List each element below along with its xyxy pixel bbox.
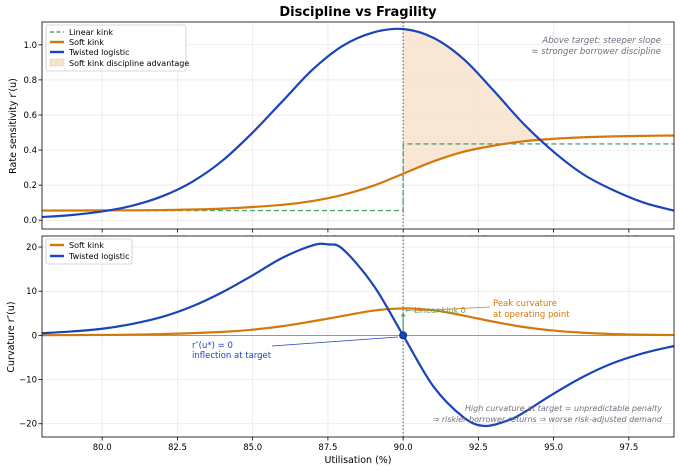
bottom-y-tick-label-10: −10 <box>19 376 37 386</box>
bottom-plot-frame <box>41 235 675 438</box>
bottom-x-tick-label-90: 90.0 <box>394 443 413 453</box>
bottom-x-tick-label-95: 95.0 <box>544 443 563 453</box>
bottom-y-tick-label-0: 0 <box>32 331 37 341</box>
top-y-tick-label-0-6: 0.6 <box>23 111 37 121</box>
bottom-series <box>41 242 675 428</box>
top-y-tick-label-0-4: 0.4 <box>23 146 37 156</box>
legend-bottom-soft-kink-label: Soft kink <box>69 241 104 250</box>
top-plot-frame <box>41 21 675 230</box>
top-series-linear-kink <box>42 143 674 212</box>
bottom-legend-box <box>45 238 133 265</box>
bottom-x-tick-label-80: 80.0 <box>93 443 112 453</box>
legend-linear-kink-label: Linear kink <box>69 28 113 37</box>
bottom-note-line-2: ⇒ riskier borrower returns ⇒ worse risk-… <box>432 415 662 424</box>
top-panel: 80.082.585.087.590.092.595.097.5 0.00.20… <box>8 21 675 245</box>
bottom-x-tick-label-87-5: 87.5 <box>318 443 337 453</box>
inflection-pointer <box>271 336 399 347</box>
bottom-x-tick-label-92-5: 92.5 <box>469 443 488 453</box>
top-y-tick-label-0: 0.0 <box>23 216 37 226</box>
legend-bottom-twisted-logistic-label: Twisted logistic <box>68 252 130 261</box>
legend-soft-kink-label: Soft kink <box>69 38 104 47</box>
top-grid <box>42 22 674 229</box>
bottom-y-ticks: −20 −10 0 10 20 <box>19 243 42 430</box>
top-annotation: Above target: steeper slope = stronger b… <box>531 36 661 57</box>
chart-title: Discipline vs Fragility <box>279 5 437 20</box>
bottom-x-tick-label-97-5: 97.5 <box>619 443 638 453</box>
bottom-y-tick-label-20: −20 <box>19 420 37 430</box>
inflection-point-marker <box>399 331 408 340</box>
bottom-note-line-1: High curvature at target = unpredictable… <box>465 404 662 413</box>
linear-kink-delta-annotation: ← Linear kink δ <box>405 306 466 315</box>
bottom-marks <box>399 312 408 340</box>
linear-kink-delta-arrowhead <box>400 312 406 317</box>
bottom-x-tick-label-85: 85.0 <box>243 443 262 453</box>
top-annotation-line-1: Above target: steeper slope <box>541 36 661 46</box>
top-y-tick-label-0-2: 0.2 <box>23 181 37 191</box>
bottom-panel: 80.0 82.5 85.0 87.5 90.0 92.5 95.0 97.5 −20 −10 0… <box>6 235 675 466</box>
bottom-x-tick-label-82-5: 82.5 <box>168 443 187 453</box>
top-y-ticks: 0.0 0.2 0.4 0.6 0.8 1.0 <box>23 41 42 226</box>
bottom-series-soft-kink <box>41 307 675 337</box>
bottom-y-axis-label: Curvature r″(u) <box>6 301 17 372</box>
x-axis-label: Utilisation (%) <box>324 455 391 466</box>
bottom-note: High curvature at target = unpredictable… <box>432 404 662 424</box>
legend-twisted-logistic-label: Twisted logistic <box>68 48 130 57</box>
top-legend: Linear kink Soft kink Twisted logistic S… <box>45 24 189 72</box>
bottom-legend: Soft kink Twisted logistic <box>45 238 133 265</box>
top-legend-box <box>45 24 187 72</box>
bottom-y-tick-label-20: 20 <box>26 243 37 253</box>
top-y-axis-label: Rate sensitivity r′(u) <box>8 78 19 174</box>
top-fill-region <box>403 29 674 174</box>
inflection-annotation-line-2: inflection at target <box>192 351 272 361</box>
peak-curvature-annotation-line-2: at operating point <box>493 310 570 320</box>
inflection-annotation-line-1: r″(u*) = 0 <box>192 341 233 351</box>
top-series-twisted-logistic <box>41 27 675 219</box>
discipline-advantage-fill <box>403 29 674 174</box>
top-y-tick-label-1: 1.0 <box>23 41 37 51</box>
top-series-soft-kink <box>41 134 675 212</box>
bottom-plot-area <box>42 236 674 437</box>
top-series <box>41 27 675 219</box>
peak-curvature-annotation-line-1: Peak curvature <box>493 299 557 309</box>
peak-curvature-pointer <box>411 306 491 312</box>
bottom-x-ticks: 80.0 82.5 85.0 87.5 90.0 92.5 95.0 97.5 <box>93 437 638 453</box>
legend-advantage-label: Soft kink discipline advantage <box>69 59 189 68</box>
bottom-series-twisted-logistic <box>41 242 675 428</box>
bottom-y-tick-label-10: 10 <box>26 287 37 297</box>
top-y-tick-label-0-8: 0.8 <box>23 76 37 86</box>
legend-advantage-swatch <box>49 58 65 67</box>
top-annotation-line-2: = stronger borrower discipline <box>531 47 661 57</box>
